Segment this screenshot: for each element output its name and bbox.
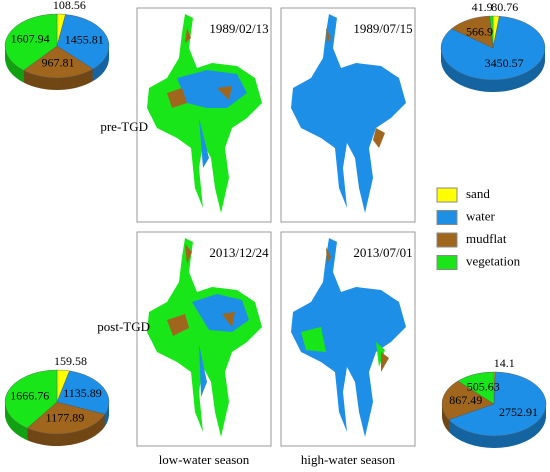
legend-swatch	[436, 232, 458, 248]
pie-slice	[457, 371, 495, 405]
map-date: 2013/07/01	[353, 245, 412, 260]
map-panel	[280, 7, 416, 223]
pie-value-label: 41.9	[472, 0, 493, 14]
pie-slice	[448, 371, 547, 437]
pie-value-label: 108.56	[53, 0, 86, 12]
map-panels	[136, 7, 416, 447]
legend-label: sand	[466, 186, 490, 201]
pie-value-label: 2752.91	[499, 405, 538, 419]
row-label: post-TGD	[97, 319, 150, 334]
pie-value-label: 1455.81	[65, 33, 104, 47]
row-label: pre-TGD	[100, 119, 148, 134]
pie-value-label: 1607.94	[11, 32, 50, 46]
pie-value-label: 3450.57	[485, 56, 524, 70]
pie-slice	[489, 15, 494, 49]
legend-label: mudflat	[466, 231, 507, 246]
column-label: high-water season	[301, 452, 396, 467]
pie-value-label: 159.58	[54, 354, 87, 368]
pie-slice	[441, 380, 495, 420]
legend-swatch	[436, 255, 458, 270]
legend-label: vegetation	[466, 253, 521, 268]
map-date: 2013/12/24	[209, 245, 269, 260]
pie-slice	[4, 13, 58, 71]
map-date: 1989/02/13	[209, 21, 268, 36]
pie-value-label: 14.1	[494, 356, 515, 370]
pie-slice	[56, 14, 110, 70]
legend-swatch	[436, 210, 458, 225]
pie-slice	[56, 370, 110, 415]
pie-value-label: 967.81	[41, 55, 74, 69]
legend-swatch	[436, 187, 458, 203]
pie-value-label: 867.49	[449, 393, 482, 407]
pie-slice	[26, 401, 106, 435]
pie-value-label: 505.63	[467, 379, 500, 393]
map-date: 1989/07/15	[353, 21, 412, 36]
pie-value-label: 80.76	[491, 0, 518, 14]
legend-label: water	[466, 208, 496, 223]
pie-slice	[23, 45, 94, 79]
pie-value-label: 1135.89	[63, 386, 102, 400]
pie-value-label: 1666.76	[10, 388, 49, 402]
map-panel	[136, 231, 272, 447]
column-label: low-water season	[159, 452, 250, 467]
map-panel	[136, 7, 272, 223]
pie-value-label: 566.9	[466, 24, 493, 38]
pie-value-label: 1177.89	[46, 411, 85, 425]
map-panel	[280, 231, 416, 447]
pie-slice	[4, 369, 58, 429]
